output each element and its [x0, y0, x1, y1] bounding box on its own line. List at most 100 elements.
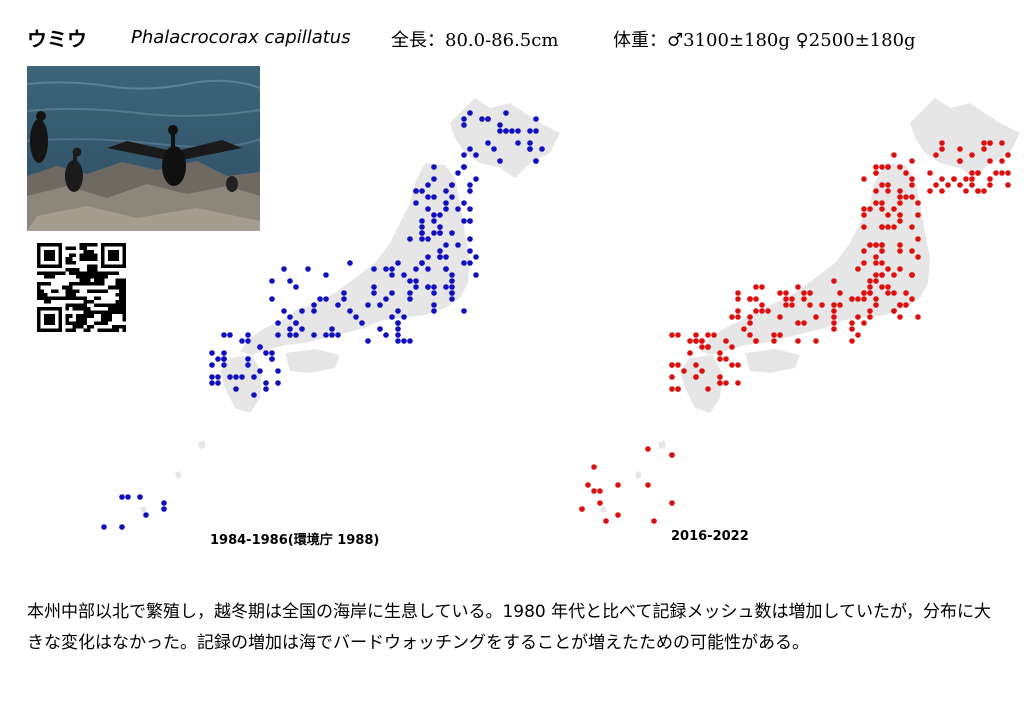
record-dot	[461, 116, 467, 122]
record-dot	[681, 368, 687, 374]
record-dot	[579, 506, 585, 512]
record-dot	[533, 116, 539, 122]
record-dot	[425, 194, 431, 200]
record-dot	[419, 236, 425, 242]
record-dot	[311, 332, 317, 338]
record-dot	[813, 338, 819, 344]
record-dot	[669, 500, 675, 506]
record-dot	[431, 176, 437, 182]
record-dot	[597, 488, 603, 494]
record-dot	[227, 332, 233, 338]
record-dot	[861, 320, 867, 326]
record-dot	[879, 260, 885, 266]
record-dot	[443, 254, 449, 260]
record-dot	[597, 500, 603, 506]
record-dot	[669, 452, 675, 458]
record-dot	[263, 350, 269, 356]
record-dot	[759, 308, 765, 314]
record-dot	[227, 374, 233, 380]
record-dot	[299, 308, 305, 314]
record-dot	[651, 518, 657, 524]
record-dot	[377, 302, 383, 308]
record-dot	[723, 380, 729, 386]
record-dot	[215, 374, 221, 380]
record-dot	[323, 332, 329, 338]
record-dot	[311, 308, 317, 314]
record-dot	[711, 332, 717, 338]
record-dot	[449, 284, 455, 290]
record-dot	[383, 296, 389, 302]
record-dot	[867, 284, 873, 290]
record-dot	[807, 302, 813, 308]
record-dot	[861, 260, 867, 266]
record-dot	[909, 182, 915, 188]
record-dot	[771, 338, 777, 344]
record-dot	[515, 140, 521, 146]
record-dot	[861, 176, 867, 182]
record-dot	[515, 128, 521, 134]
record-dot	[897, 314, 903, 320]
record-dot	[861, 296, 867, 302]
record-dot	[783, 302, 789, 308]
record-dot	[789, 302, 795, 308]
record-dot	[311, 302, 317, 308]
record-dot	[867, 278, 873, 284]
record-dot	[885, 284, 891, 290]
record-dot	[323, 272, 329, 278]
record-dot	[449, 182, 455, 188]
record-dot	[879, 272, 885, 278]
record-dot	[873, 200, 879, 206]
record-dot	[407, 296, 413, 302]
record-dot	[395, 338, 401, 344]
record-dot	[885, 266, 891, 272]
record-dot	[885, 212, 891, 218]
record-dot	[717, 350, 723, 356]
record-dot	[747, 314, 753, 320]
record-dot	[263, 380, 269, 386]
record-dot	[383, 332, 389, 338]
record-dot	[891, 308, 897, 314]
record-dot	[407, 290, 413, 296]
record-dot	[693, 332, 699, 338]
record-dot	[885, 188, 891, 194]
record-dot	[705, 344, 711, 350]
record-dot	[783, 290, 789, 296]
record-dot	[1005, 182, 1011, 188]
record-dot	[503, 128, 509, 134]
record-dot	[239, 338, 245, 344]
record-dot	[425, 206, 431, 212]
record-dot	[413, 278, 419, 284]
record-dot	[161, 500, 167, 506]
qr-code[interactable]	[37, 243, 126, 332]
record-dot	[615, 482, 621, 488]
record-dot	[939, 146, 945, 152]
record-dot	[891, 290, 897, 296]
record-dot	[963, 176, 969, 182]
record-dot	[729, 314, 735, 320]
record-dot	[855, 314, 861, 320]
record-dot	[401, 338, 407, 344]
record-dot	[885, 290, 891, 296]
record-dot	[425, 284, 431, 290]
record-dot	[897, 266, 903, 272]
record-dot	[407, 236, 413, 242]
distribution-map-2016-2022	[560, 78, 1020, 538]
record-dot	[693, 362, 699, 368]
record-dot	[615, 512, 621, 518]
record-dot	[461, 218, 467, 224]
record-dot	[269, 350, 275, 356]
record-dot	[497, 122, 503, 128]
record-dot	[735, 362, 741, 368]
record-dot	[939, 176, 945, 182]
record-dot	[419, 230, 425, 236]
record-dot	[897, 218, 903, 224]
record-dot	[891, 206, 897, 212]
record-dot	[981, 188, 987, 194]
record-dot	[287, 314, 293, 320]
record-dot	[729, 362, 735, 368]
record-dot	[873, 170, 879, 176]
record-dot	[867, 206, 873, 212]
record-dot	[777, 332, 783, 338]
record-dot	[413, 266, 419, 272]
record-dot	[473, 272, 479, 278]
